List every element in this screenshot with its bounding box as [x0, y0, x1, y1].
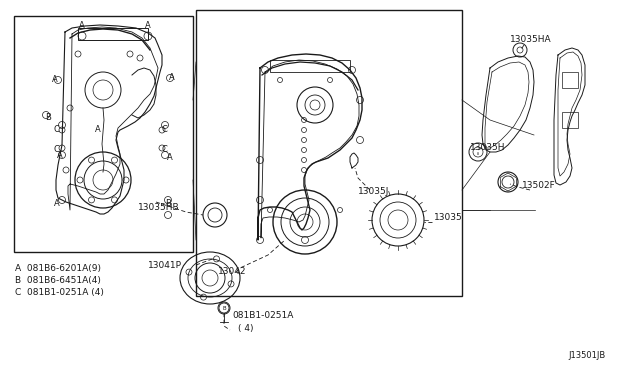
Text: A: A: [57, 151, 63, 160]
Text: 13035HA: 13035HA: [510, 35, 552, 45]
Text: 13042: 13042: [218, 267, 246, 276]
Text: 13035J: 13035J: [358, 187, 389, 196]
Bar: [562, 72, 578, 88]
Text: 13035H: 13035H: [470, 144, 506, 153]
Bar: [14, 16, 193, 252]
Text: A: A: [145, 20, 151, 29]
Text: C: C: [161, 145, 167, 154]
Text: C: C: [161, 125, 167, 135]
Text: A  081B6-6201A(9): A 081B6-6201A(9): [15, 263, 101, 273]
Text: 13502F: 13502F: [522, 180, 556, 189]
Text: A: A: [167, 154, 173, 163]
Text: ( 4): ( 4): [238, 324, 253, 333]
Text: 13035HB: 13035HB: [138, 203, 180, 212]
Text: B: B: [165, 199, 171, 208]
Text: J13501JB: J13501JB: [568, 352, 605, 360]
Text: A: A: [95, 125, 101, 135]
Text: A: A: [169, 74, 175, 83]
Bar: [78, 28, 148, 40]
Bar: [270, 60, 350, 72]
Bar: [196, 10, 462, 296]
Text: B  081B6-6451A(4): B 081B6-6451A(4): [15, 276, 101, 285]
Text: C: C: [53, 145, 59, 154]
Text: B: B: [222, 305, 226, 311]
Text: C  081B1-0251A (4): C 081B1-0251A (4): [15, 288, 104, 296]
Text: B: B: [45, 113, 51, 122]
Text: 13041P: 13041P: [148, 260, 182, 269]
Bar: [562, 112, 578, 128]
Text: A: A: [54, 199, 60, 208]
Text: A: A: [52, 74, 58, 83]
Text: 13035: 13035: [434, 214, 463, 222]
Text: A: A: [79, 20, 85, 29]
Text: C: C: [53, 125, 59, 135]
Text: 081B1-0251A: 081B1-0251A: [232, 311, 293, 321]
